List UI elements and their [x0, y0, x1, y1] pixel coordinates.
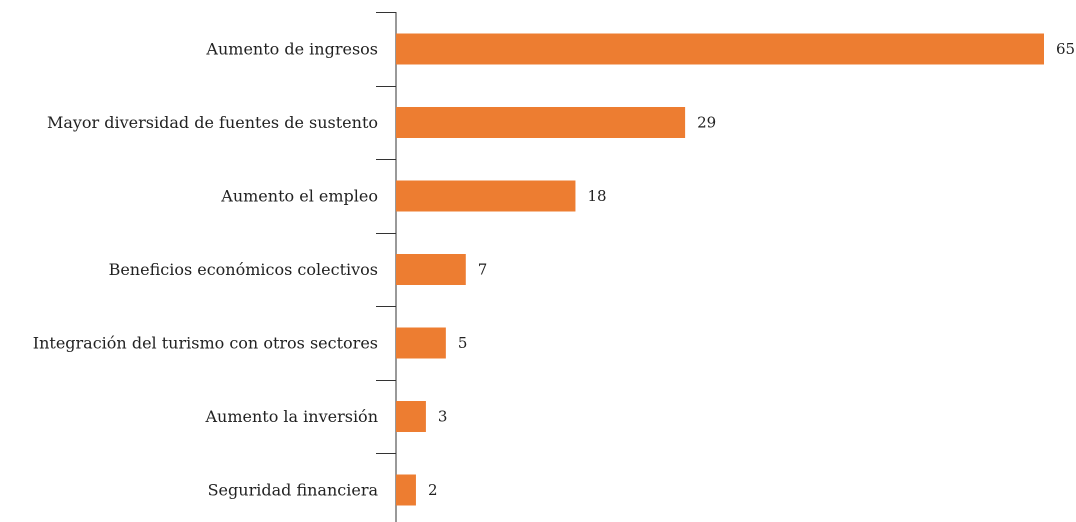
category-label: Aumento el empleo: [220, 187, 378, 206]
data-label: 2: [428, 481, 438, 499]
bar-beneficios-economicos-colectivos: [396, 254, 466, 285]
category-label: Aumento la inversión: [204, 407, 378, 426]
bar-mayor-diversidad-de-fuentes-de-sustento: [396, 107, 686, 138]
category-label: Integración del turismo con otros sector…: [33, 334, 378, 353]
data-label: 3: [438, 408, 448, 426]
bars-group: [396, 33, 1044, 506]
bar-seguridad-financiera: [396, 474, 416, 506]
bar-integracion-del-turismo-con-otros-sectores: [396, 327, 446, 359]
category-labels: Aumento de ingresos Mayor diversidad de f…: [33, 40, 379, 500]
data-label: 5: [458, 334, 468, 352]
data-label: 65: [1056, 40, 1075, 58]
data-label: 7: [478, 261, 488, 279]
category-label: Beneficios económicos colectivos: [109, 260, 378, 279]
data-label: 18: [587, 187, 606, 205]
bar-aumento-de-ingresos: [396, 33, 1044, 65]
category-label: Aumento de ingresos: [205, 40, 378, 59]
bar-aumento-la-inversion: [396, 401, 426, 432]
category-label: Seguridad financiera: [208, 481, 379, 500]
data-label: 29: [697, 114, 716, 132]
value-labels: 65 29 18 7 5 3 2: [428, 40, 1075, 499]
category-label: Mayor diversidad de fuentes de sustento: [47, 113, 378, 132]
bar-aumento-el-empleo: [396, 180, 576, 212]
category-axis-ticks: [376, 12, 396, 454]
